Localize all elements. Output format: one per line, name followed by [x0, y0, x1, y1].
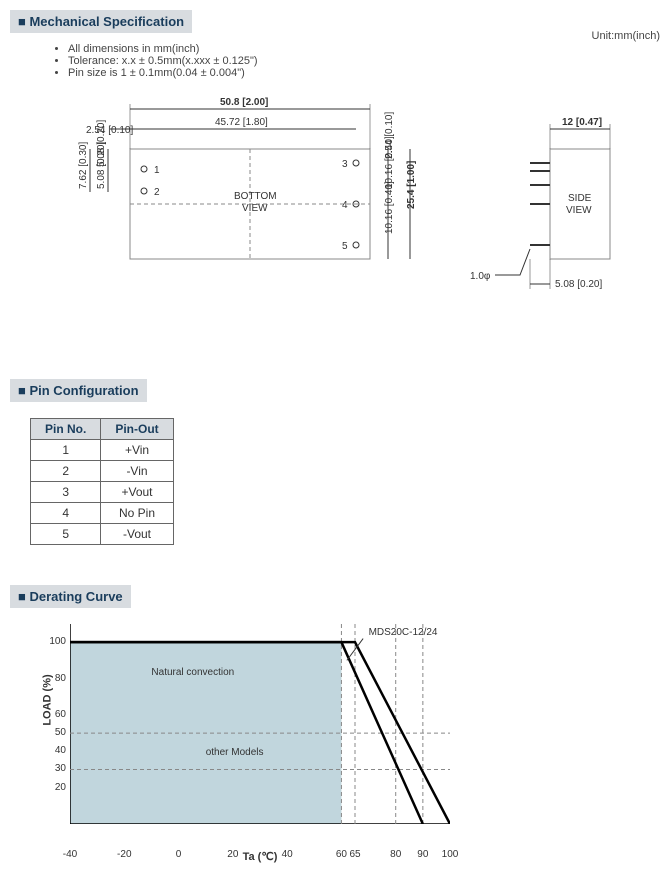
table-row: 5-Vout [31, 524, 174, 545]
unit-label: Unit:mm(inch) [592, 30, 660, 42]
svg-text:2.54 [0.10]: 2.54 [0.10] [86, 125, 133, 136]
table-row: 2-Vin [31, 461, 174, 482]
svg-text:other Models: other Models [206, 747, 264, 758]
svg-text:25.4 [1.00]: 25.4 [1.00] [406, 161, 417, 209]
svg-text:5: 5 [342, 241, 348, 252]
chart-xtick: 60 [336, 849, 347, 860]
chart-ytick: 40 [42, 745, 66, 756]
chart-ytick: 80 [42, 673, 66, 684]
chart-ytick: 60 [42, 709, 66, 720]
note-item: All dimensions in mm(inch) [68, 43, 660, 55]
derating-chart: LOAD (%) Natural convectionMDS20C-12/24o… [70, 624, 450, 844]
chart-xtick: 80 [390, 849, 401, 860]
svg-text:5.08 [0.20]: 5.08 [0.20] [96, 142, 107, 189]
svg-text:Natural convection: Natural convection [151, 667, 234, 678]
section-header-pin: Pin Configuration [10, 379, 147, 402]
svg-text:1: 1 [154, 165, 160, 176]
note-item: Tolerance: x.x ± 0.5mm(x.xxx ± 0.125") [68, 55, 660, 67]
section-header-derating: Derating Curve [10, 585, 131, 608]
table-row: 3+Vout [31, 482, 174, 503]
svg-text:10.16 [0.40]: 10.16 [0.40] [384, 136, 395, 189]
chart-xtick: 100 [442, 849, 459, 860]
svg-text:4: 4 [342, 200, 348, 211]
svg-text:MDS20C-12/24: MDS20C-12/24 [369, 627, 438, 638]
svg-text:45.72 [1.80]: 45.72 [1.80] [215, 117, 268, 128]
table-row: 4No Pin [31, 503, 174, 524]
side-view-label: SIDE [568, 193, 592, 204]
table-row: 1+Vin [31, 440, 174, 461]
svg-text:3: 3 [342, 159, 348, 170]
bottom-view-label: BOTTOM [234, 191, 277, 202]
svg-text:5.08 [0.20]: 5.08 [0.20] [555, 279, 602, 290]
chart-svg: Natural convection MDS20C-12/24 other Mode… [70, 624, 450, 824]
chart-xtick: 40 [282, 849, 293, 860]
chart-xtick: 90 [417, 849, 428, 860]
mechanical-drawing: 1 2 3 4 5 BOTTOM VIEW 50.8 [2.00] 45.72 … [10, 89, 660, 349]
chart-ytick: 30 [42, 763, 66, 774]
chart-xtick: 20 [227, 849, 238, 860]
chart-ytick: 100 [42, 636, 66, 647]
svg-text:VIEW: VIEW [566, 205, 592, 216]
chart-xtick: 0 [176, 849, 182, 860]
note-item: Pin size is 1 ± 0.1mm(0.04 ± 0.004") [68, 67, 660, 79]
pin-table-header: Pin No. [31, 419, 101, 440]
svg-text:VIEW: VIEW [242, 203, 268, 214]
section-header-mech: Mechanical Specification [10, 10, 192, 33]
mech-svg: 1 2 3 4 5 BOTTOM VIEW 50.8 [2.00] 45.72 … [10, 89, 660, 349]
svg-text:1.0φ: 1.0φ [470, 271, 491, 282]
chart-xtick: 65 [349, 849, 360, 860]
chart-ytick: 20 [42, 782, 66, 793]
svg-text:12 [0.47]: 12 [0.47] [562, 117, 602, 128]
chart-ytick: 50 [42, 727, 66, 738]
chart-xtick: -20 [117, 849, 131, 860]
chart-xtick: -40 [63, 849, 77, 860]
pin-config-table: Pin No. Pin-Out 1+Vin 2-Vin 3+Vout 4No P… [30, 418, 174, 545]
svg-text:10.16 [0.40]: 10.16 [0.40] [384, 181, 395, 234]
svg-text:7.62 [0.30]: 7.62 [0.30] [78, 142, 89, 189]
svg-text:50.8 [2.00]: 50.8 [2.00] [220, 97, 268, 108]
pin-table-header: Pin-Out [101, 419, 173, 440]
mech-notes: All dimensions in mm(inch) Tolerance: x.… [18, 43, 660, 79]
svg-text:2: 2 [154, 187, 160, 198]
